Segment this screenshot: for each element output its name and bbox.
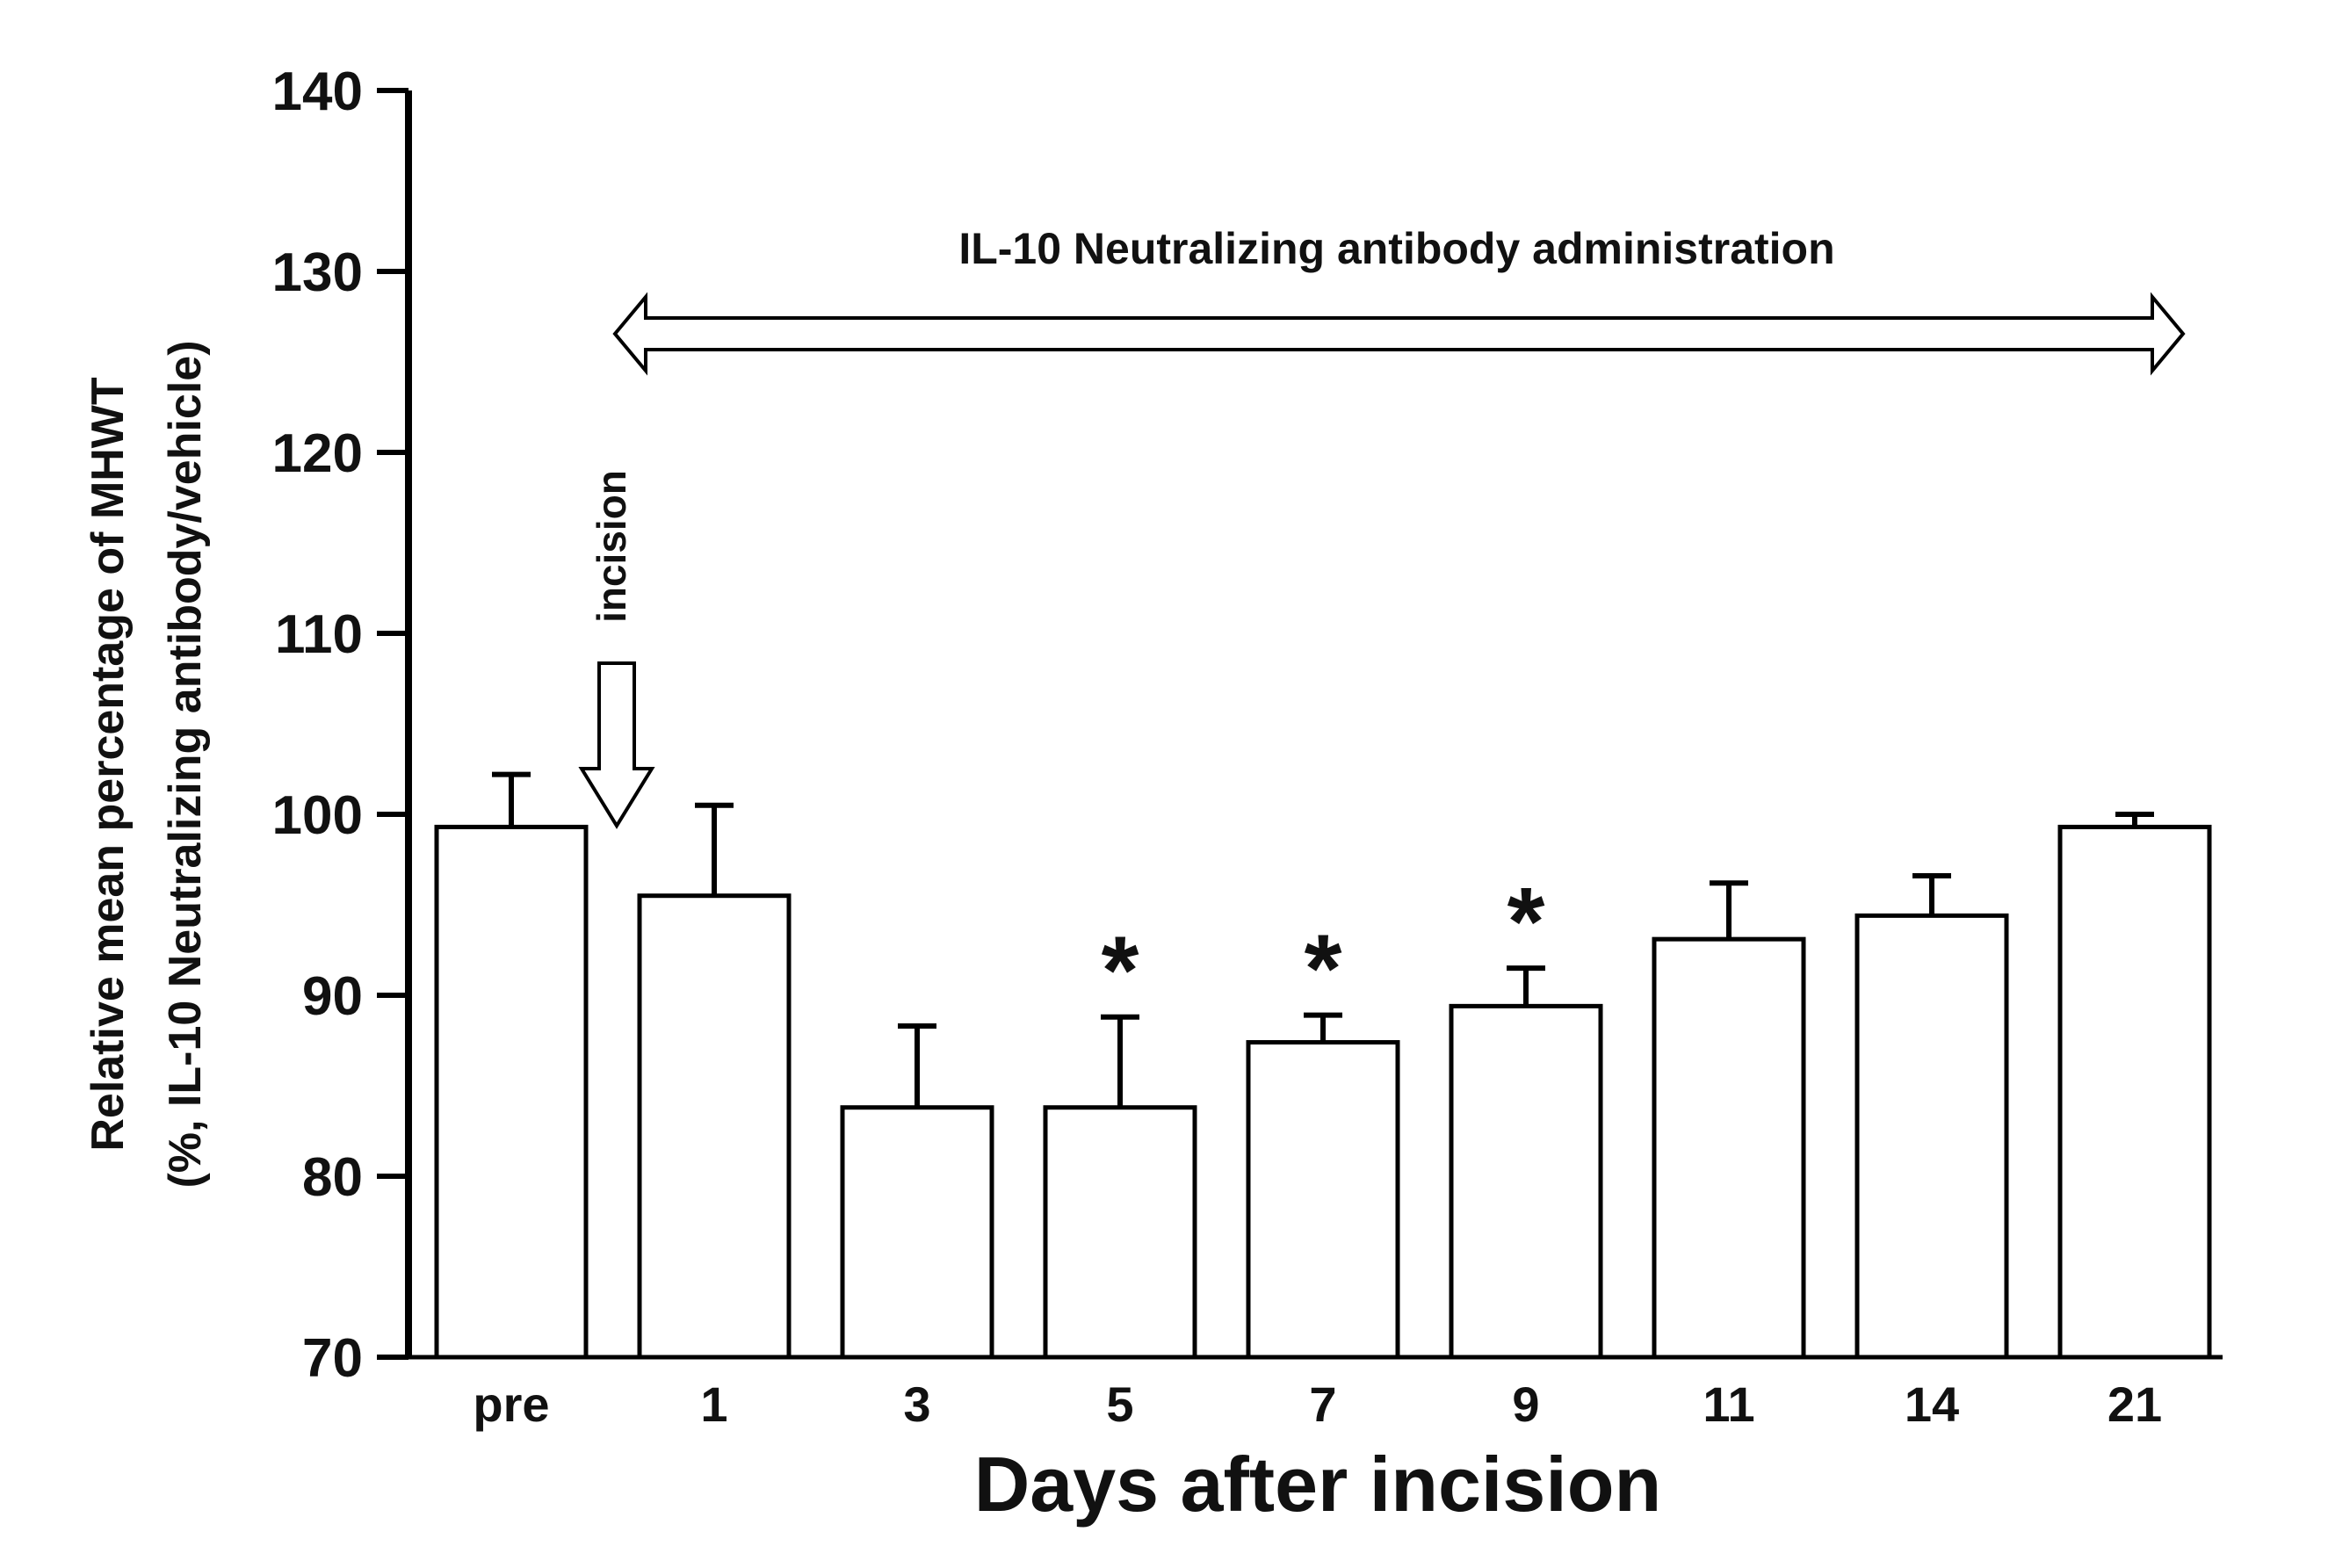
x-axis-tick-labels: pre 1 3 5 7 9 11 14 21 (473, 1377, 2162, 1432)
y-axis-ticks: 70 80 90 100 110 120 130 140 (272, 61, 408, 1389)
y-axis-label-line2: (%, IL-10 Neutralizing antibody/vehicle) (160, 340, 211, 1188)
y-tick-label: 90 (302, 966, 363, 1027)
bar (1652, 936, 1806, 1360)
bar (1449, 1003, 1603, 1360)
y-axis-label-line1: Relative mean percentage of MHWT (83, 377, 134, 1152)
bar (637, 893, 792, 1360)
significance-marker: * (1102, 917, 1139, 1025)
x-tick-label: 11 (1703, 1377, 1754, 1432)
x-tick-label: 14 (1905, 1377, 1959, 1432)
x-tick-label: 21 (2107, 1377, 2162, 1432)
incision-label: incision (589, 470, 634, 623)
y-axis-label: Relative mean percentage of MHWT (%, IL-… (83, 340, 211, 1188)
y-tick-label: 70 (302, 1328, 363, 1389)
down-arrow-icon (578, 661, 655, 829)
bar (1246, 1040, 1400, 1360)
bar (840, 1105, 994, 1360)
bar (1043, 1105, 1197, 1360)
significance-marker: * (1305, 915, 1342, 1023)
double-arrow-icon (612, 292, 2186, 376)
x-tick-label: 7 (1309, 1377, 1336, 1432)
bar (434, 824, 589, 1360)
significance-marker: * (1507, 868, 1545, 976)
bar (2057, 824, 2212, 1360)
x-axis-label: Days after incision (974, 1441, 1662, 1528)
y-tick-label: 130 (272, 242, 363, 303)
x-tick-label: pre (473, 1377, 549, 1432)
bar (1854, 913, 2009, 1360)
y-tick-label: 100 (272, 785, 363, 846)
y-tick-label: 110 (275, 604, 363, 665)
y-tick-label: 120 (272, 423, 363, 484)
x-tick-label: 1 (700, 1377, 727, 1432)
y-tick-label: 140 (272, 61, 363, 122)
x-tick-label: 5 (1106, 1377, 1133, 1432)
treatment-label: IL-10 Neutralizing antibody administrati… (958, 224, 1834, 273)
y-tick-label: 80 (302, 1147, 363, 1208)
x-tick-label: 9 (1512, 1377, 1539, 1432)
bar-series: * * * (434, 771, 2212, 1360)
x-tick-label: 3 (903, 1377, 930, 1432)
